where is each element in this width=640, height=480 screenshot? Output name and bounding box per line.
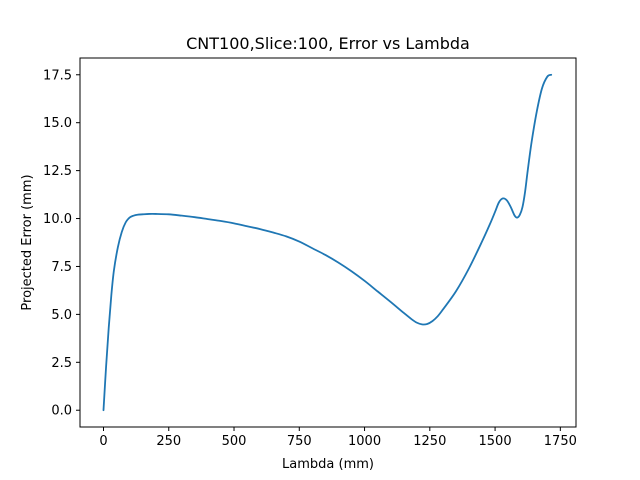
x-tick-label: 500 [222, 434, 247, 449]
x-tick-label: 1750 [544, 434, 577, 449]
axes-frame [79, 57, 577, 428]
y-tick-label: 2.5 [51, 356, 72, 371]
x-tick-label: 0 [99, 434, 107, 449]
x-axis-label: Lambda (mm) [282, 457, 374, 472]
y-tick-label: 7.5 [51, 260, 72, 275]
y-tick-label: 12.5 [43, 164, 72, 179]
x-tick-label: 1000 [348, 434, 381, 449]
y-tick-label: 5.0 [51, 308, 72, 323]
x-tick-label: 1250 [413, 434, 446, 449]
x-axis-ticks: 0 250 500 750 1000 1250 1500 1750 [99, 427, 577, 449]
y-axis-ticks: 0.0 2.5 5.0 7.5 10.0 12.5 15.0 17.5 [43, 68, 80, 419]
y-tick-label: 15.0 [43, 116, 72, 131]
x-tick-label: 250 [156, 434, 181, 449]
y-axis-label: Projected Error (mm) [20, 174, 35, 310]
y-tick-label: 0.0 [51, 404, 72, 419]
plot-area [102, 73, 553, 412]
series-line [102, 73, 553, 412]
y-tick-label: 17.5 [43, 68, 72, 83]
chart-title: CNT100,Slice:100, Error vs Lambda [186, 34, 470, 53]
x-tick-label: 750 [287, 434, 312, 449]
y-tick-label: 10.0 [43, 212, 72, 227]
x-tick-label: 1500 [479, 434, 512, 449]
